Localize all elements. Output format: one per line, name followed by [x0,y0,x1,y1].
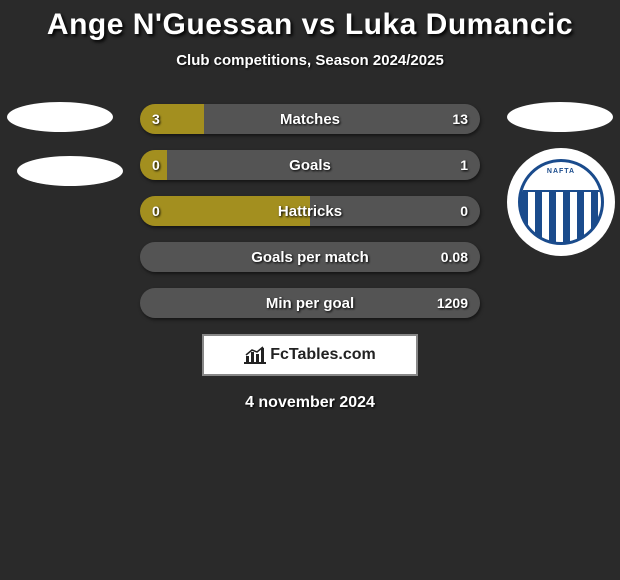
subtitle: Club competitions, Season 2024/2025 [0,52,620,69]
badge-top: NAFTA [521,162,601,192]
chart-icon [244,346,266,364]
flag-left-2 [17,156,123,186]
stat-label: Goals per match [140,242,480,272]
flag-right-1 [507,102,613,132]
stat-label: Goals [140,150,480,180]
infographic-container: Ange N'Guessan vs Luka Dumancic Club com… [0,0,620,412]
club-badge-inner: NAFTA [518,159,604,245]
footer-brand-box: FcTables.com [202,334,418,376]
footer-brand-text: FcTables.com [270,346,376,364]
stat-row: 00Hattricks [140,196,480,226]
badge-stripes [521,192,601,242]
stat-label: Min per goal [140,288,480,318]
stat-row: 0.08Goals per match [140,242,480,272]
stat-row: 01Goals [140,150,480,180]
stats-area: NAFTA 313Matches 01Goals 00Hattricks 0.08Go… [0,104,620,318]
flag-left-1 [7,102,113,132]
stat-row: 313Matches [140,104,480,134]
footer-logo: FcTables.com [244,346,376,364]
page-title: Ange N'Guessan vs Luka Dumancic [0,8,620,42]
stat-label: Matches [140,104,480,134]
badge-club-text: NAFTA [521,168,601,175]
club-badge: NAFTA [507,148,615,256]
stat-label: Hattricks [140,196,480,226]
date-text: 4 november 2024 [0,394,620,412]
stat-row: 1209Min per goal [140,288,480,318]
